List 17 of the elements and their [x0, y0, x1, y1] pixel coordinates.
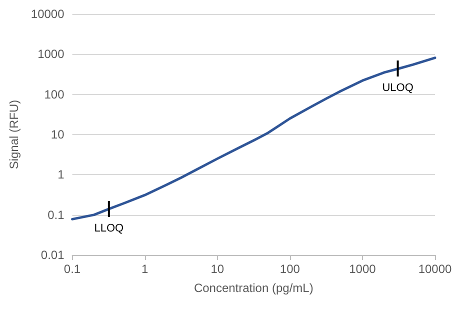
- annotation: LLOQ: [94, 222, 124, 234]
- x-axis-title: Concentration (pg/mL): [194, 281, 314, 295]
- x-tick-label: 0.1: [64, 262, 81, 276]
- y-tick-label: 100: [44, 87, 65, 102]
- y-tick-label: 0.01: [40, 248, 65, 262]
- y-axis-title: Signal (RFU): [7, 100, 21, 170]
- x-tick-label: 10000: [418, 262, 452, 276]
- x-tick-label: 1: [141, 262, 148, 276]
- y-tick-label: 0.1: [48, 208, 65, 222]
- annotation: ULOQ: [382, 82, 414, 94]
- y-tick-label: 1: [58, 168, 65, 182]
- y-tick-label: 10000: [30, 7, 65, 21]
- x-tick-label: 1000: [349, 262, 376, 276]
- y-tick-label: 10: [50, 128, 65, 142]
- x-tick-label: 10: [210, 262, 224, 276]
- y-tick-label: 1000: [38, 47, 65, 62]
- x-tick-label: 100: [280, 262, 300, 276]
